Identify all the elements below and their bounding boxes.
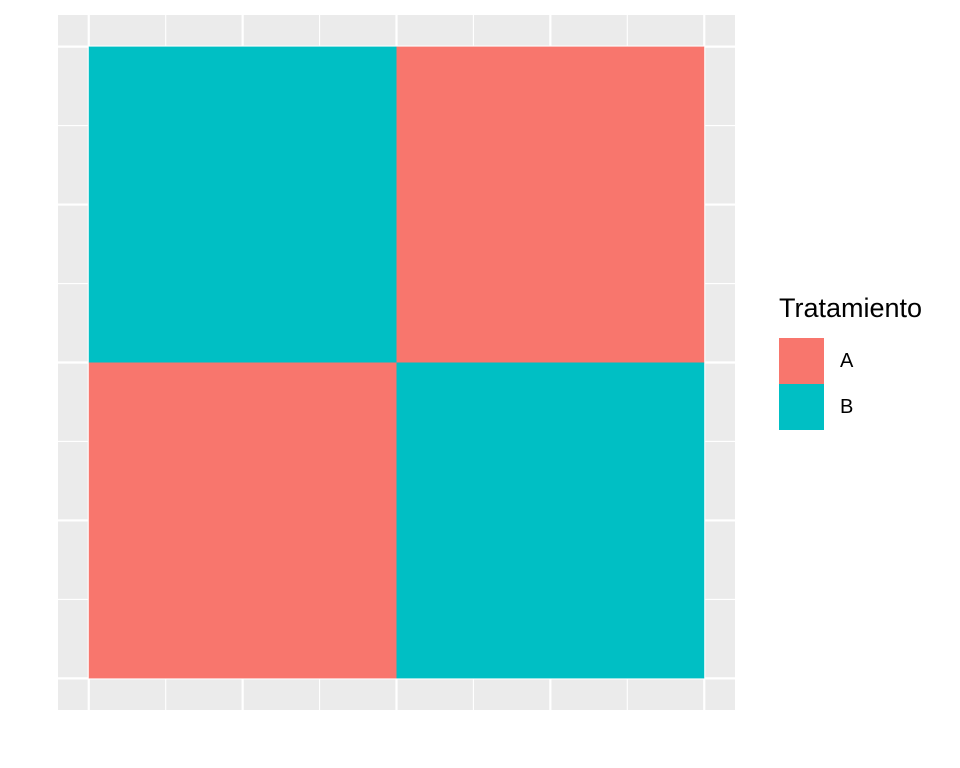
legend-key-a — [779, 338, 824, 384]
legend-title: Tratamiento — [779, 293, 923, 323]
legend-label-a: A — [840, 349, 854, 372]
legend-item-a: A — [779, 338, 922, 384]
legend-key-b — [779, 384, 824, 430]
legend-item-b: B — [779, 384, 922, 430]
tile-1-1 — [88, 362, 397, 679]
tile-1-2 — [88, 46, 397, 363]
legend: Tratamiento A B — [779, 292, 922, 430]
heatmap-tiles — [88, 46, 705, 679]
tile-2-1 — [396, 362, 705, 679]
legend-label-b: B — [840, 395, 854, 418]
tile-2-2 — [396, 46, 705, 363]
